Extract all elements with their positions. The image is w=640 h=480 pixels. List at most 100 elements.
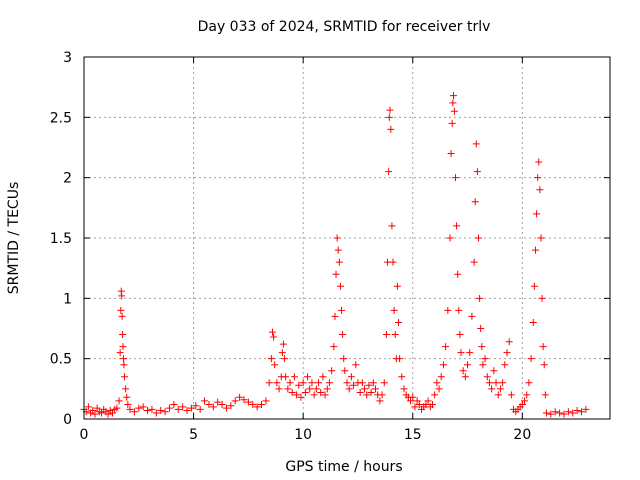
data-point <box>396 355 404 363</box>
data-point <box>334 246 342 254</box>
data-point <box>339 331 347 339</box>
data-point <box>490 367 498 375</box>
data-point <box>537 234 545 242</box>
data-point <box>330 343 338 351</box>
data-point <box>218 401 226 409</box>
data-point <box>126 405 134 413</box>
plot-area-frame <box>83 56 611 420</box>
data-point <box>343 379 351 387</box>
data-point <box>123 393 131 401</box>
data-point <box>310 391 318 399</box>
data-point <box>196 405 204 413</box>
data-point <box>439 361 447 369</box>
data-point <box>98 409 106 417</box>
data-point <box>227 402 235 410</box>
x-tick-label: 0 <box>80 427 89 443</box>
data-point <box>297 393 305 401</box>
data-point <box>91 410 99 418</box>
data-point <box>119 343 127 351</box>
data-point <box>253 403 261 411</box>
data-point <box>525 379 533 387</box>
data-point <box>341 367 349 375</box>
data-point <box>179 403 187 411</box>
data-point <box>428 401 436 409</box>
data-point <box>446 234 454 242</box>
data-point <box>371 385 379 393</box>
data-point <box>108 409 116 417</box>
data-point <box>448 119 456 127</box>
y-tick-label: 1 <box>63 291 72 307</box>
data-point <box>411 403 419 411</box>
data-point <box>268 328 276 336</box>
data-point <box>286 379 294 387</box>
data-point <box>407 397 415 405</box>
data-point <box>450 107 458 115</box>
data-point <box>139 403 147 411</box>
data-point <box>478 343 486 351</box>
data-point <box>457 349 465 357</box>
data-point <box>459 367 467 375</box>
data-point <box>539 343 547 351</box>
data-point <box>299 379 307 387</box>
data-point <box>369 379 377 387</box>
data-point <box>304 373 312 381</box>
data-point <box>249 401 257 409</box>
data-point <box>475 234 482 242</box>
data-point <box>388 222 396 230</box>
data-point <box>573 407 581 415</box>
data-point <box>365 381 373 389</box>
y-tick-label: 0 <box>63 412 72 428</box>
data-point <box>501 361 509 369</box>
data-point <box>336 282 344 290</box>
data-point <box>275 385 283 393</box>
x-tick-label: 15 <box>404 427 422 443</box>
data-point <box>244 398 252 406</box>
data-point <box>485 379 493 387</box>
y-axis-label: SRMTID / TECUs <box>6 182 22 295</box>
data-point <box>117 306 125 314</box>
data-point <box>481 355 489 363</box>
data-point <box>356 388 364 396</box>
data-point <box>387 125 395 133</box>
data-point <box>391 331 399 339</box>
data-point <box>120 361 128 369</box>
data-point <box>122 385 130 393</box>
data-point <box>496 385 504 393</box>
data-point <box>113 404 121 412</box>
data-point <box>376 397 384 405</box>
data-point <box>382 331 390 339</box>
data-point <box>488 385 496 393</box>
data-point <box>157 407 165 415</box>
y-tick-label: 1.5 <box>50 231 72 247</box>
data-point <box>278 349 286 357</box>
data-point <box>361 385 369 393</box>
data-point <box>468 312 476 320</box>
data-point <box>301 388 309 396</box>
data-point <box>454 270 462 278</box>
data-point <box>319 373 327 381</box>
data-point <box>380 379 388 387</box>
data-point <box>451 174 459 182</box>
data-point <box>538 294 546 302</box>
data-point <box>472 140 480 148</box>
data-point <box>385 113 393 121</box>
data-point <box>104 410 112 418</box>
data-point <box>183 407 191 415</box>
data-point <box>306 385 314 393</box>
data-points <box>80 92 590 418</box>
data-point <box>295 381 303 389</box>
data-point <box>477 325 485 332</box>
data-point <box>119 355 127 363</box>
data-point <box>170 401 178 409</box>
data-point <box>540 361 548 369</box>
data-point <box>317 388 325 396</box>
data-point <box>273 379 281 387</box>
data-point <box>471 198 479 206</box>
data-point <box>455 306 463 314</box>
data-point <box>290 373 298 381</box>
data-point <box>165 404 173 412</box>
data-point <box>284 385 292 393</box>
data-point <box>395 318 403 326</box>
data-point <box>282 373 290 381</box>
data-point <box>89 407 97 415</box>
